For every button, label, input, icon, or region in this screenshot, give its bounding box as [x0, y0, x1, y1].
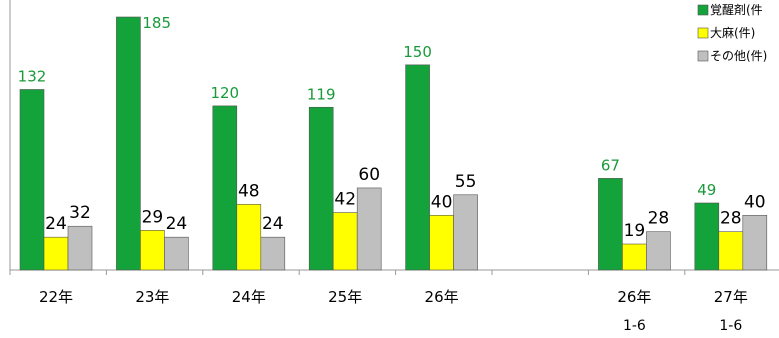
value-label: 32: [69, 203, 91, 223]
legend-label: その他(件): [710, 49, 767, 63]
value-label: 24: [45, 214, 67, 234]
x-tick-label: 23年: [135, 288, 169, 306]
value-label: 55: [455, 172, 477, 192]
bar-cannabis-0: [43, 236, 69, 271]
bar-stimulant-7: [694, 202, 720, 271]
value-label: 24: [166, 214, 188, 234]
value-label: 48: [238, 181, 260, 201]
bar-other-3: [356, 187, 382, 271]
chart-bars: [19, 16, 768, 271]
bar-cannabis-1: [140, 230, 165, 271]
bar-other-1: [164, 236, 189, 271]
x-tick-label: 27年: [714, 288, 748, 306]
bar-other-6: [646, 231, 671, 271]
bar-stimulant-4: [405, 64, 430, 271]
bar-other-4: [453, 194, 478, 271]
legend-label: 覚醒剤(件: [710, 2, 763, 17]
value-label: 120: [210, 84, 239, 102]
bar-stimulant-6: [598, 178, 623, 271]
value-label: 19: [624, 221, 646, 241]
chart-category-labels: 22年 23年 24年 25年 26年 26年 1-6 27年 1-6: [39, 288, 748, 334]
value-label: 67: [601, 156, 620, 174]
bar-stimulant-2: [212, 105, 238, 271]
value-label: 49: [697, 181, 716, 199]
value-label: 150: [403, 43, 432, 61]
value-label: 29: [142, 207, 164, 227]
legend-swatch: [697, 27, 709, 39]
bar-other-7: [742, 214, 768, 271]
value-label: 40: [431, 192, 453, 212]
bar-stimulant-1: [116, 16, 141, 271]
legend-label: 大麻(件): [710, 25, 755, 40]
legend-swatch: [697, 50, 709, 62]
x-tick-label: 26年: [425, 288, 459, 306]
x-tick-label-sub: 1-6: [623, 318, 646, 334]
value-label: 28: [648, 209, 670, 229]
bar-other-0: [67, 225, 93, 271]
bar-other-2: [260, 236, 286, 271]
bar-cannabis-7: [718, 231, 744, 271]
legend-swatch: [697, 4, 709, 16]
x-tick-label: 26年: [617, 288, 651, 306]
value-label: 42: [334, 190, 356, 210]
bar-stimulant-0: [19, 89, 45, 271]
x-tick-label: 25年: [328, 288, 362, 306]
value-label: 132: [18, 67, 47, 85]
value-label: 119: [307, 85, 336, 103]
value-label: 28: [720, 209, 742, 229]
bar-cannabis-6: [622, 243, 647, 271]
bar-cannabis-2: [236, 204, 262, 271]
x-tick-label: 24年: [232, 288, 266, 306]
value-label: 185: [142, 14, 171, 32]
value-label: 40: [744, 192, 766, 212]
x-tick-label-sub: 1-6: [719, 318, 742, 334]
chart-legend: 覚醒剤(件大麻(件) その他(件): [697, 2, 767, 63]
value-label: 60: [358, 165, 380, 185]
bar-cannabis-4: [429, 214, 454, 271]
x-tick-label: 22年: [39, 288, 73, 306]
bar-stimulant-3: [308, 106, 334, 271]
value-label: 24: [262, 214, 284, 234]
bar-cannabis-3: [332, 212, 358, 271]
